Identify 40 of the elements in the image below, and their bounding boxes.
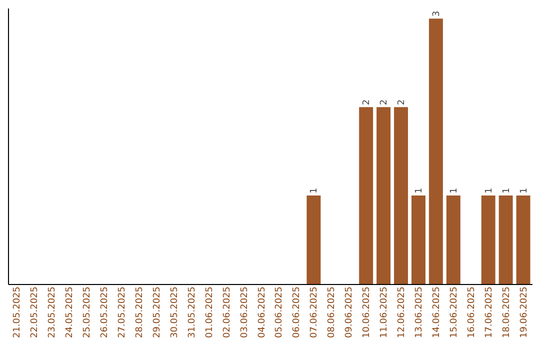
x-tick-label: 18.06.2025 xyxy=(502,286,512,338)
x-tick-label: 16.06.2025 xyxy=(466,286,477,338)
x-tick-label: 25.05.2025 xyxy=(82,286,93,338)
x-tick-label: 01.06.2025 xyxy=(204,286,215,338)
x-tick-label: 22.05.2025 xyxy=(30,286,40,338)
x-tick-label: 06.06.2025 xyxy=(292,286,302,338)
x-tick-label: 19.06.2025 xyxy=(519,286,530,338)
data-label: 1 xyxy=(484,188,494,194)
x-tick-label: 04.06.2025 xyxy=(257,286,268,338)
data-label: 3 xyxy=(432,10,442,17)
x-tick-label: 17.06.2025 xyxy=(484,286,494,338)
x-tick-label: 08.06.2025 xyxy=(327,286,338,338)
x-tick-label: 05.06.2025 xyxy=(274,286,285,338)
data-label: 1 xyxy=(414,188,424,194)
data-label: 2 xyxy=(397,99,407,106)
data-label: 1 xyxy=(449,188,460,194)
x-tick-label: 03.06.2025 xyxy=(240,286,250,338)
x-tick-label: 27.05.2025 xyxy=(118,286,128,338)
x-tick-label: 02.06.2025 xyxy=(222,286,232,338)
x-tick-label: 13.06.2025 xyxy=(414,286,424,338)
x-tick-label: 28.05.2025 xyxy=(135,286,145,338)
x-tick-label: 29.05.2025 xyxy=(152,286,162,338)
x-tick-label: 15.06.2025 xyxy=(449,286,460,338)
data-label: 2 xyxy=(362,99,372,106)
x-tick-label: 12.06.2025 xyxy=(397,286,407,338)
x-tick-label: 26.05.2025 xyxy=(100,286,110,338)
x-tick-label: 23.05.2025 xyxy=(48,286,58,338)
x-tick-label: 07.06.2025 xyxy=(310,286,320,338)
x-tick-label: 10.06.2025 xyxy=(362,286,372,338)
data-label: 1 xyxy=(519,188,530,194)
x-tick-label: 30.05.2025 xyxy=(170,286,180,338)
data-label: 2 xyxy=(380,99,390,106)
x-tick-label: 09.06.2025 xyxy=(344,286,355,338)
x-tick-label: 21.05.2025 xyxy=(12,286,23,338)
x-tick-label: 11.06.2025 xyxy=(380,286,390,338)
x-tick-label: 24.05.2025 xyxy=(65,286,76,338)
x-tick-label: 14.06.2025 xyxy=(432,286,442,338)
x-tick-label: 31.05.2025 xyxy=(187,286,198,338)
data-label: 1 xyxy=(310,188,320,194)
data-label: 1 xyxy=(502,188,512,194)
